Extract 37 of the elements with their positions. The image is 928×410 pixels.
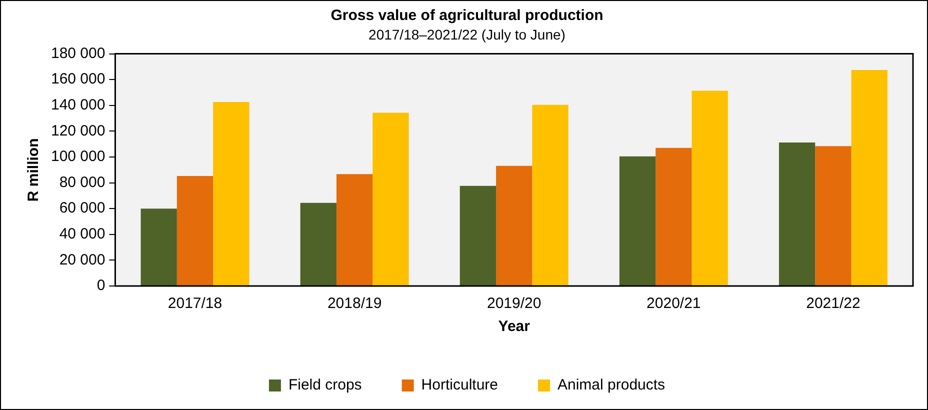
bar [213, 102, 250, 286]
x-tick-label: 2021/22 [806, 295, 860, 312]
legend-label: Field crops [288, 376, 362, 394]
bar [140, 208, 177, 286]
bar [300, 202, 336, 286]
bar [851, 70, 888, 286]
bar [656, 148, 692, 286]
bar [532, 104, 568, 286]
x-tick-label: 2019/20 [486, 295, 542, 312]
y-tick-label: 80 000 [59, 174, 106, 191]
y-axis-title: R million [25, 138, 42, 202]
x-axis-title: Year [498, 318, 530, 336]
x-tick-label: 2017/18 [168, 295, 222, 312]
y-tick-label: 20 000 [59, 251, 106, 268]
x-tick-label: 2020/21 [646, 295, 701, 312]
y-tick-label: 100 000 [50, 148, 106, 166]
y-tick-label: 180 000 [50, 44, 106, 62]
y-tick-label: 60 000 [59, 200, 106, 217]
y-tick-label: 160 000 [50, 70, 106, 88]
y-tick-label: 0 [96, 277, 106, 294]
chart-subtitle: 2017/18–2021/22 (July to June) [368, 26, 566, 42]
legend-label: Animal products [558, 376, 666, 394]
bar [778, 142, 816, 286]
bar [692, 90, 728, 286]
bar [372, 112, 409, 286]
bar [460, 186, 496, 286]
x-tick-label: 2018/19 [327, 295, 382, 312]
chart-title: Gross value of agricultural production [330, 7, 604, 24]
y-tick-label: 140 000 [50, 96, 106, 114]
bar [496, 166, 532, 286]
bar [176, 176, 214, 286]
legend-label: Horticulture [421, 376, 498, 394]
bar [336, 174, 373, 286]
bar [815, 146, 852, 286]
y-tick-label: 120 000 [50, 122, 106, 140]
bar [619, 156, 656, 286]
y-tick-label: 40 000 [59, 226, 106, 243]
